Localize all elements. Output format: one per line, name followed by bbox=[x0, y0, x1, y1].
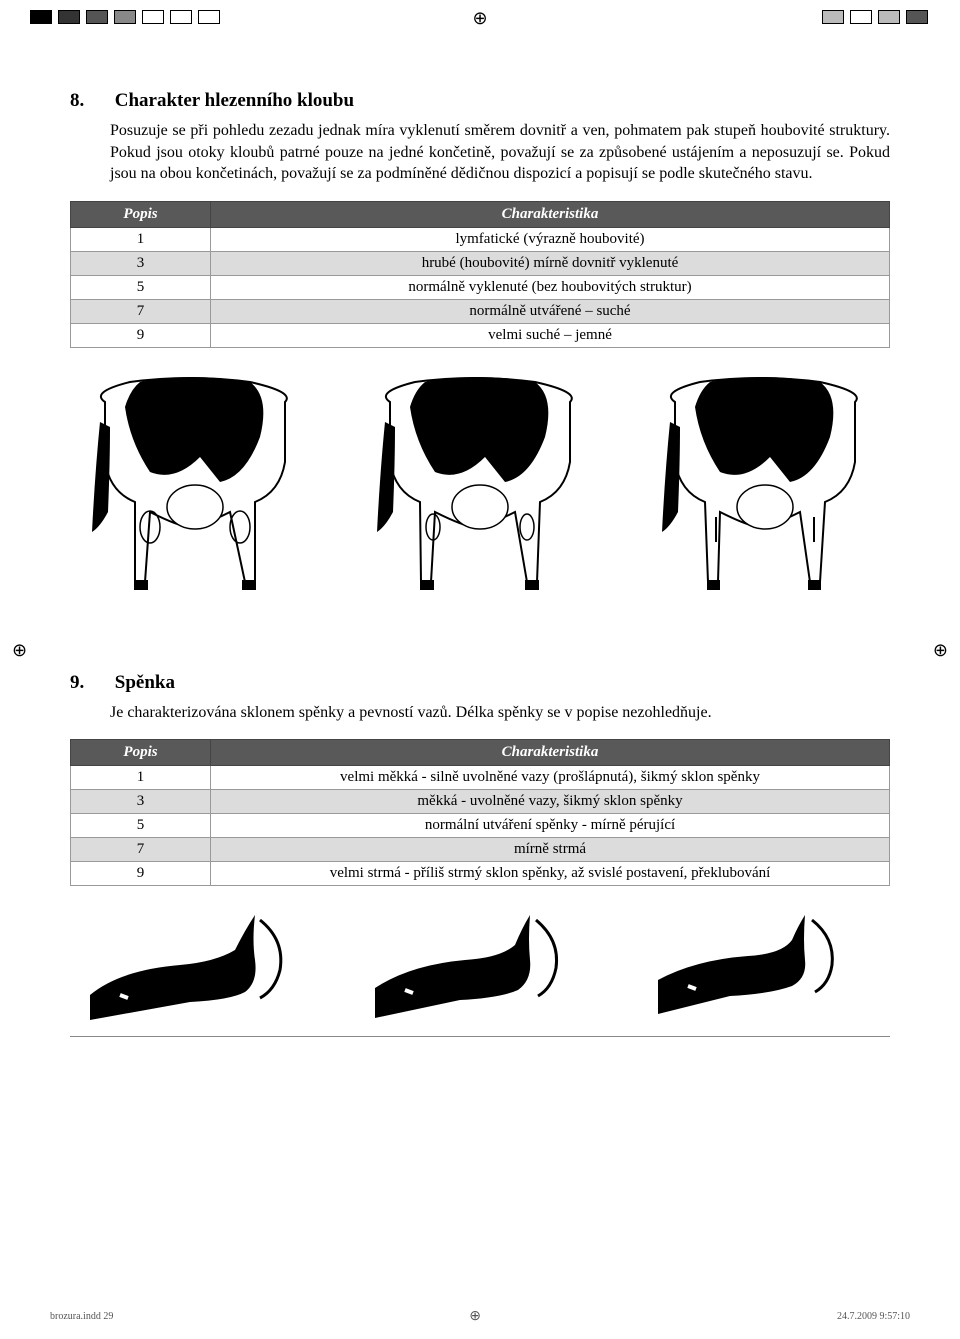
table-header-char: Charakteristika bbox=[211, 740, 890, 766]
footer-right: 24.7.2009 9:57:10 bbox=[837, 1311, 910, 1322]
table-row: 1 velmi měkká - silně uvolněné vazy (pro… bbox=[71, 766, 890, 790]
table-row: 5 normálně vyklenuté (bez houbovitých st… bbox=[71, 275, 890, 299]
table-row: 3 hrubé (houbovité) mírně dovnitř vyklen… bbox=[71, 251, 890, 275]
table-header-char: Charakteristika bbox=[211, 201, 890, 227]
hoof-illustration bbox=[360, 910, 600, 1030]
section-8-table: Popis Charakteristika 1 lymfatické (výra… bbox=[70, 201, 890, 348]
section-9-title: 9. Spěnka bbox=[70, 672, 890, 694]
section-8-body: Posuzuje se při pohledu zezadu jednak mí… bbox=[110, 120, 890, 185]
table-header-popis: Popis bbox=[71, 740, 211, 766]
cow-rear-illustration bbox=[80, 372, 310, 612]
hoof-illustration bbox=[80, 910, 320, 1030]
page-footer: brozura.indd 29 ⊕ 24.7.2009 9:57:10 bbox=[50, 1308, 910, 1325]
section-9-table: Popis Charakteristika 1 velmi měkká - si… bbox=[70, 739, 890, 886]
registration-mark-icon: ⊕ bbox=[472, 8, 487, 29]
registration-mark-icon: ⊕ bbox=[469, 1308, 481, 1325]
cow-rear-illustration bbox=[650, 372, 880, 612]
table-row: 1 lymfatické (výrazně houbovité) bbox=[71, 227, 890, 251]
section-9-title-text: Spěnka bbox=[115, 672, 175, 693]
section-9-figures bbox=[70, 910, 890, 1037]
table-header-popis: Popis bbox=[71, 201, 211, 227]
table-row: 9 velmi strmá - příliš strmý sklon spěnk… bbox=[71, 862, 890, 886]
hoof-illustration bbox=[640, 910, 880, 1030]
print-marks: ⊕ bbox=[0, 10, 960, 30]
cow-rear-illustration bbox=[365, 372, 595, 612]
registration-mark-icon: ⊕ bbox=[12, 640, 27, 661]
registration-mark-icon: ⊕ bbox=[933, 640, 948, 661]
section-8-title: 8. Charakter hlezenního kloubu bbox=[70, 90, 890, 112]
footer-left: brozura.indd 29 bbox=[50, 1311, 113, 1322]
section-8-title-text: Charakter hlezenního kloubu bbox=[115, 90, 354, 111]
section-8-figures bbox=[70, 372, 890, 612]
table-row: 3 měkká - uvolněné vazy, šikmý sklon spě… bbox=[71, 790, 890, 814]
table-row: 9 velmi suché – jemné bbox=[71, 323, 890, 347]
table-row: 7 mírně strmá bbox=[71, 838, 890, 862]
table-row: 5 normální utváření spěnky - mírně péruj… bbox=[71, 814, 890, 838]
section-8-num: 8. bbox=[70, 90, 110, 112]
section-9-num: 9. bbox=[70, 672, 110, 694]
table-row: 7 normálně utvářené – suché bbox=[71, 299, 890, 323]
section-9-body: Je charakterizována sklonem spěnky a pev… bbox=[110, 702, 890, 724]
